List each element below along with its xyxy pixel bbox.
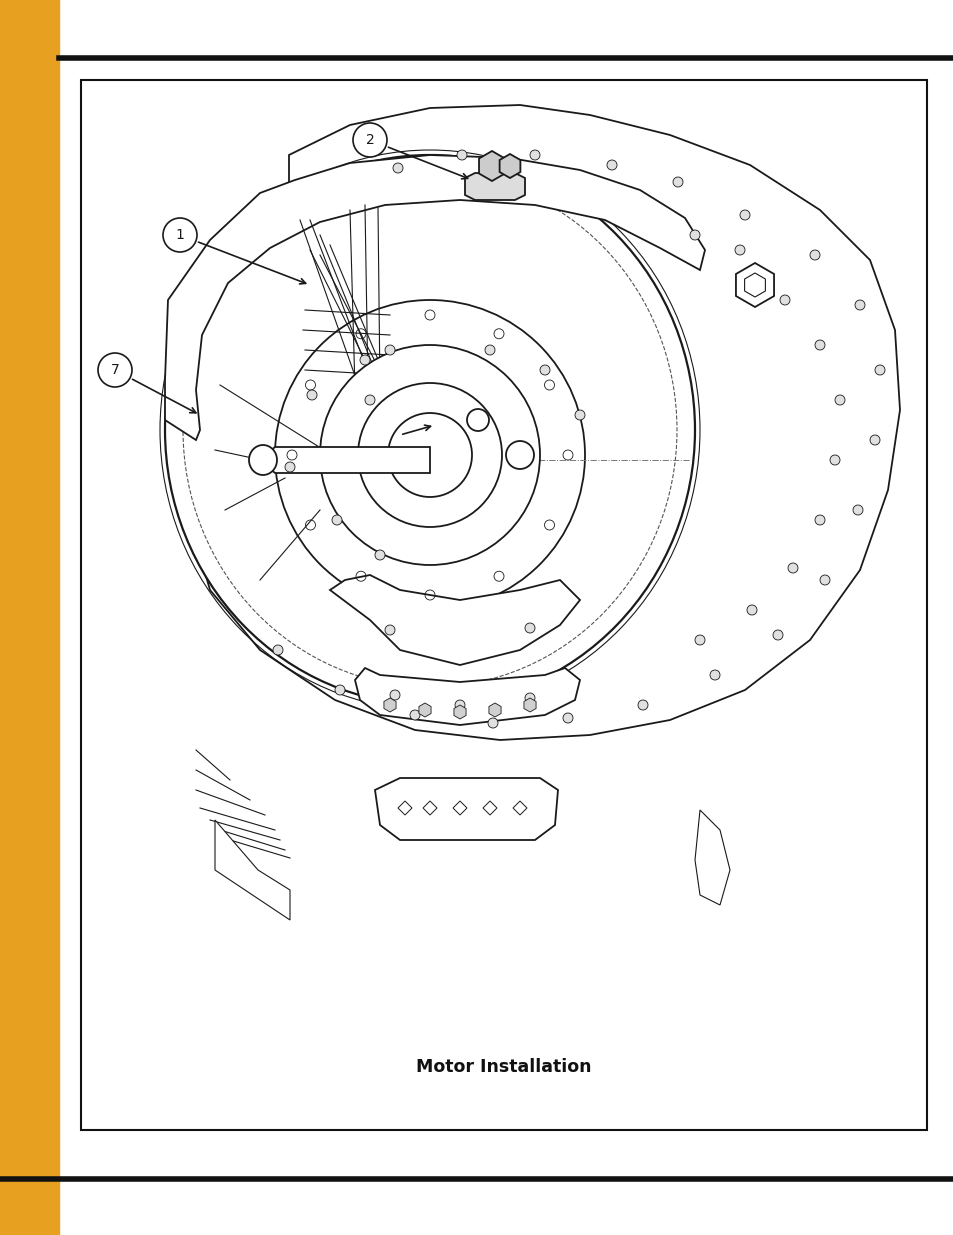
Circle shape [163,219,196,252]
Circle shape [335,685,345,695]
Circle shape [772,630,782,640]
Ellipse shape [274,300,584,610]
Circle shape [455,700,464,710]
Circle shape [332,515,341,525]
Circle shape [285,462,294,472]
Polygon shape [464,173,524,200]
Circle shape [524,622,535,634]
Circle shape [809,249,820,261]
Bar [0,0,59,1235]
Text: Motor Installation: Motor Installation [416,1058,591,1076]
Circle shape [709,671,720,680]
Ellipse shape [249,445,276,475]
Circle shape [780,295,789,305]
Polygon shape [190,105,899,740]
Bar [81,80,926,1130]
Circle shape [390,690,399,700]
Polygon shape [165,156,704,440]
Ellipse shape [357,383,501,527]
Circle shape [695,635,704,645]
Circle shape [410,710,419,720]
Circle shape [385,345,395,354]
Polygon shape [260,447,430,473]
Circle shape [393,163,402,173]
Circle shape [484,345,495,354]
Polygon shape [375,778,558,840]
Circle shape [385,625,395,635]
Ellipse shape [388,412,472,496]
Circle shape [689,230,700,240]
Circle shape [365,395,375,405]
Circle shape [814,340,824,350]
Circle shape [852,505,862,515]
Polygon shape [355,668,579,725]
Ellipse shape [319,345,539,564]
Circle shape [829,454,840,466]
Circle shape [539,366,550,375]
Circle shape [638,700,647,710]
Text: 2: 2 [365,133,374,147]
Circle shape [874,366,884,375]
Circle shape [375,550,385,559]
Polygon shape [330,576,579,664]
Circle shape [562,713,573,722]
Circle shape [814,515,824,525]
Circle shape [854,300,864,310]
Circle shape [672,177,682,186]
Circle shape [273,645,283,655]
Circle shape [734,245,744,254]
Circle shape [740,210,749,220]
Ellipse shape [165,156,695,705]
Circle shape [787,563,797,573]
Circle shape [869,435,879,445]
Circle shape [820,576,829,585]
Polygon shape [695,810,729,905]
Circle shape [524,693,535,703]
Circle shape [746,605,757,615]
Circle shape [488,718,497,727]
Polygon shape [214,820,290,920]
Text: 7: 7 [111,363,119,377]
Circle shape [606,161,617,170]
Circle shape [98,353,132,387]
Circle shape [307,390,316,400]
Text: 1: 1 [175,228,184,242]
Circle shape [359,354,370,366]
Circle shape [575,410,584,420]
Circle shape [353,124,387,157]
Circle shape [456,149,467,161]
Circle shape [530,149,539,161]
Circle shape [834,395,844,405]
